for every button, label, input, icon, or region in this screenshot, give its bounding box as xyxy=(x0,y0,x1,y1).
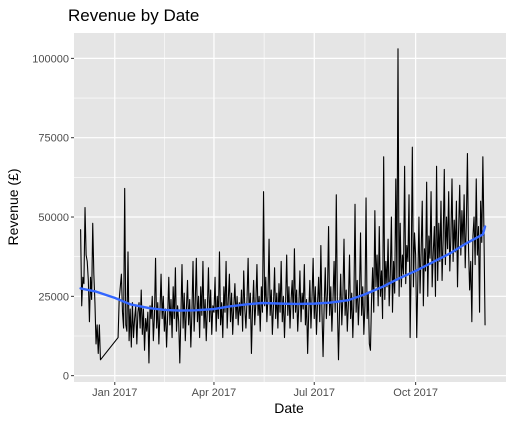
x-tick-label: Apr 2017 xyxy=(192,387,237,399)
y-tick-label: 75000 xyxy=(38,133,69,145)
y-tick-label: 50000 xyxy=(38,212,69,224)
x-tick-label: Jul 2017 xyxy=(293,387,335,399)
chart-title: Revenue by Date xyxy=(68,6,199,25)
smooth-trend-line xyxy=(79,225,487,312)
y-axis-title: Revenue (£) xyxy=(5,168,21,245)
y-tick-label: 25000 xyxy=(38,291,69,303)
y-tick-label: 100000 xyxy=(32,53,69,65)
x-axis-ticks: Jan 2017 Apr 2017 Jul 2017 Oct 2017 xyxy=(92,382,438,399)
y-axis-ticks: 0 25000 50000 75000 100000 xyxy=(32,53,74,383)
series-layer xyxy=(79,48,487,364)
x-axis-title: Date xyxy=(274,400,304,416)
grid-lines xyxy=(74,33,506,382)
y-tick-label: 0 xyxy=(63,371,69,383)
x-tick-label: Oct 2017 xyxy=(393,387,438,399)
x-tick-label: Jan 2017 xyxy=(92,387,137,399)
revenue-series-line xyxy=(80,48,486,364)
